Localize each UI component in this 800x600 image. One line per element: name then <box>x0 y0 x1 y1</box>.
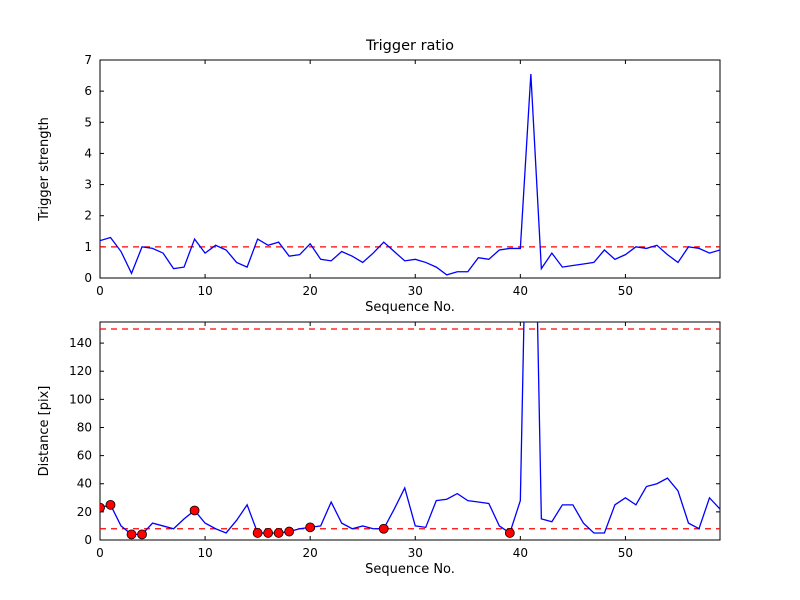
axes-frame <box>99 59 721 279</box>
y-tick-label: 20 <box>77 505 92 519</box>
triggered-point-marker <box>305 522 316 533</box>
triggered-point-marker <box>105 499 116 510</box>
x-tick-label: 10 <box>197 546 212 560</box>
y-tick-label: 1 <box>84 240 92 254</box>
y-axis-label: Trigger strength <box>37 117 52 222</box>
y-tick-label: 80 <box>77 420 92 434</box>
x-tick-label: 20 <box>303 284 318 298</box>
triggered-point-marker <box>252 528 263 538</box>
triggered-point-marker <box>189 505 200 516</box>
y-tick-label: 140 <box>69 336 92 350</box>
x-tick-label: 40 <box>513 546 528 560</box>
x-tick-label: 50 <box>618 546 633 560</box>
x-tick-label: 20 <box>303 546 318 560</box>
triggered-point-marker <box>504 528 515 538</box>
triggered-point-marker <box>273 528 284 538</box>
x-tick-label: 10 <box>197 284 212 298</box>
axes-0: 0 10 20 30 40 50 0 1 2 3 4 5 6 7 Trigger ratio Sequence… <box>37 38 721 315</box>
x-axis-label: Sequence No. <box>365 300 455 315</box>
y-tick-label: 5 <box>84 115 92 129</box>
y-tick-label: 40 <box>77 477 92 491</box>
distance-line <box>100 322 720 536</box>
y-tick-label: 60 <box>77 449 92 463</box>
triggered-point-marker <box>100 502 105 513</box>
x-tick-label: 30 <box>408 284 423 298</box>
x-tick-label: 30 <box>408 546 423 560</box>
x-tick-label: 40 <box>513 284 528 298</box>
y-tick-label: 7 <box>84 53 92 67</box>
chart-title: Trigger ratio <box>365 38 454 54</box>
y-tick-label: 3 <box>84 178 92 192</box>
y-tick-label: 120 <box>69 364 92 378</box>
x-tick-label: 0 <box>96 546 104 560</box>
x-tick-label: 50 <box>618 284 633 298</box>
y-tick-label: 6 <box>84 84 92 98</box>
trigger-strength-line <box>100 73 720 276</box>
y-tick-label: 0 <box>84 271 92 285</box>
triggered-point-marker <box>137 529 147 540</box>
triggered-point-marker <box>126 529 137 540</box>
y-tick-label: 4 <box>84 146 92 160</box>
y-tick-label: 0 <box>84 533 92 547</box>
axes-1: 0 10 20 30 40 50 0 20 40 60 80 100 120 140 Sequence No… <box>37 321 721 577</box>
x-tick-label: 0 <box>96 284 104 298</box>
triggered-point-marker <box>263 528 274 538</box>
x-axis-label: Sequence No. <box>365 562 455 577</box>
y-tick-label: 2 <box>84 209 92 223</box>
triggered-points <box>100 499 515 540</box>
y-tick-label: 100 <box>69 392 92 406</box>
triggered-point-marker <box>284 526 295 537</box>
y-axis-label: Distance [pix] <box>37 386 52 477</box>
triggered-point-marker <box>378 523 389 534</box>
